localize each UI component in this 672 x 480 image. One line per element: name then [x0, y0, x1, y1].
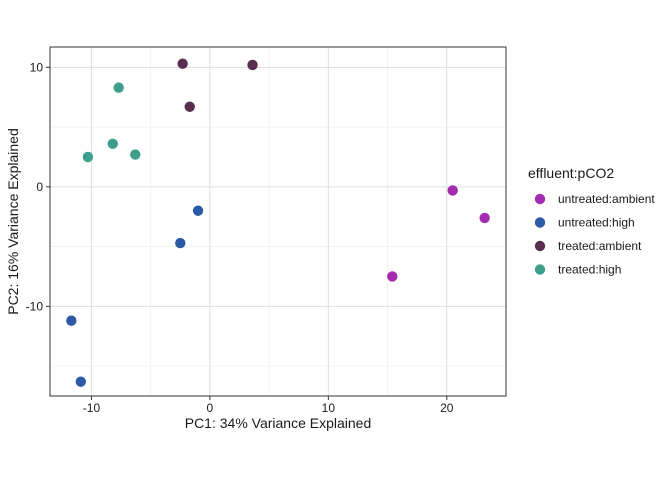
legend-key: [534, 240, 546, 252]
data-point: [247, 59, 258, 71]
legend-items: untreated:ambient untreated:high treated:a…: [534, 192, 655, 277]
x-tick-label: -10: [83, 401, 101, 415]
legend-key: [534, 193, 546, 205]
data-point: [75, 376, 86, 387]
data-point: [192, 205, 204, 216]
data-point: [479, 212, 490, 224]
x-tick-label: 0: [207, 401, 214, 415]
y-tick-label: -10: [26, 299, 44, 313]
legend-label: untreated:high: [558, 216, 635, 230]
legend-key: [534, 217, 546, 228]
legend-label: treated:high: [558, 263, 621, 277]
data-point: [66, 315, 77, 326]
axis-ticks: -10 0 10 20 -10 0 10: [26, 60, 454, 415]
data-points: [66, 58, 490, 387]
legend-key: [534, 264, 546, 275]
plot-panel-border: [49, 46, 507, 397]
y-tick-label: 0: [36, 180, 43, 194]
x-tick-label: 20: [440, 401, 454, 415]
data-point: [107, 138, 118, 150]
data-point: [387, 271, 398, 282]
y-axis-title: PC2: 16% Variance Explained: [5, 128, 21, 315]
data-point: [130, 149, 141, 160]
data-point: [113, 82, 124, 93]
data-point: [175, 237, 186, 249]
data-point: [177, 58, 188, 69]
data-point: [184, 101, 195, 112]
x-tick-label: 10: [322, 401, 336, 415]
y-tick-label: 10: [30, 60, 44, 74]
legend: effluent:pCO2 untreated:ambientuntreated…: [528, 165, 655, 277]
grid-lines: [50, 47, 506, 396]
legend-title: effluent:pCO2: [528, 165, 614, 181]
legend-label: untreated:ambient: [558, 192, 655, 206]
legend-label: treated:ambient: [558, 239, 642, 253]
data-point: [82, 151, 94, 163]
data-point: [447, 185, 458, 196]
x-axis-title: PC1: 34% Variance Explained: [185, 415, 372, 431]
